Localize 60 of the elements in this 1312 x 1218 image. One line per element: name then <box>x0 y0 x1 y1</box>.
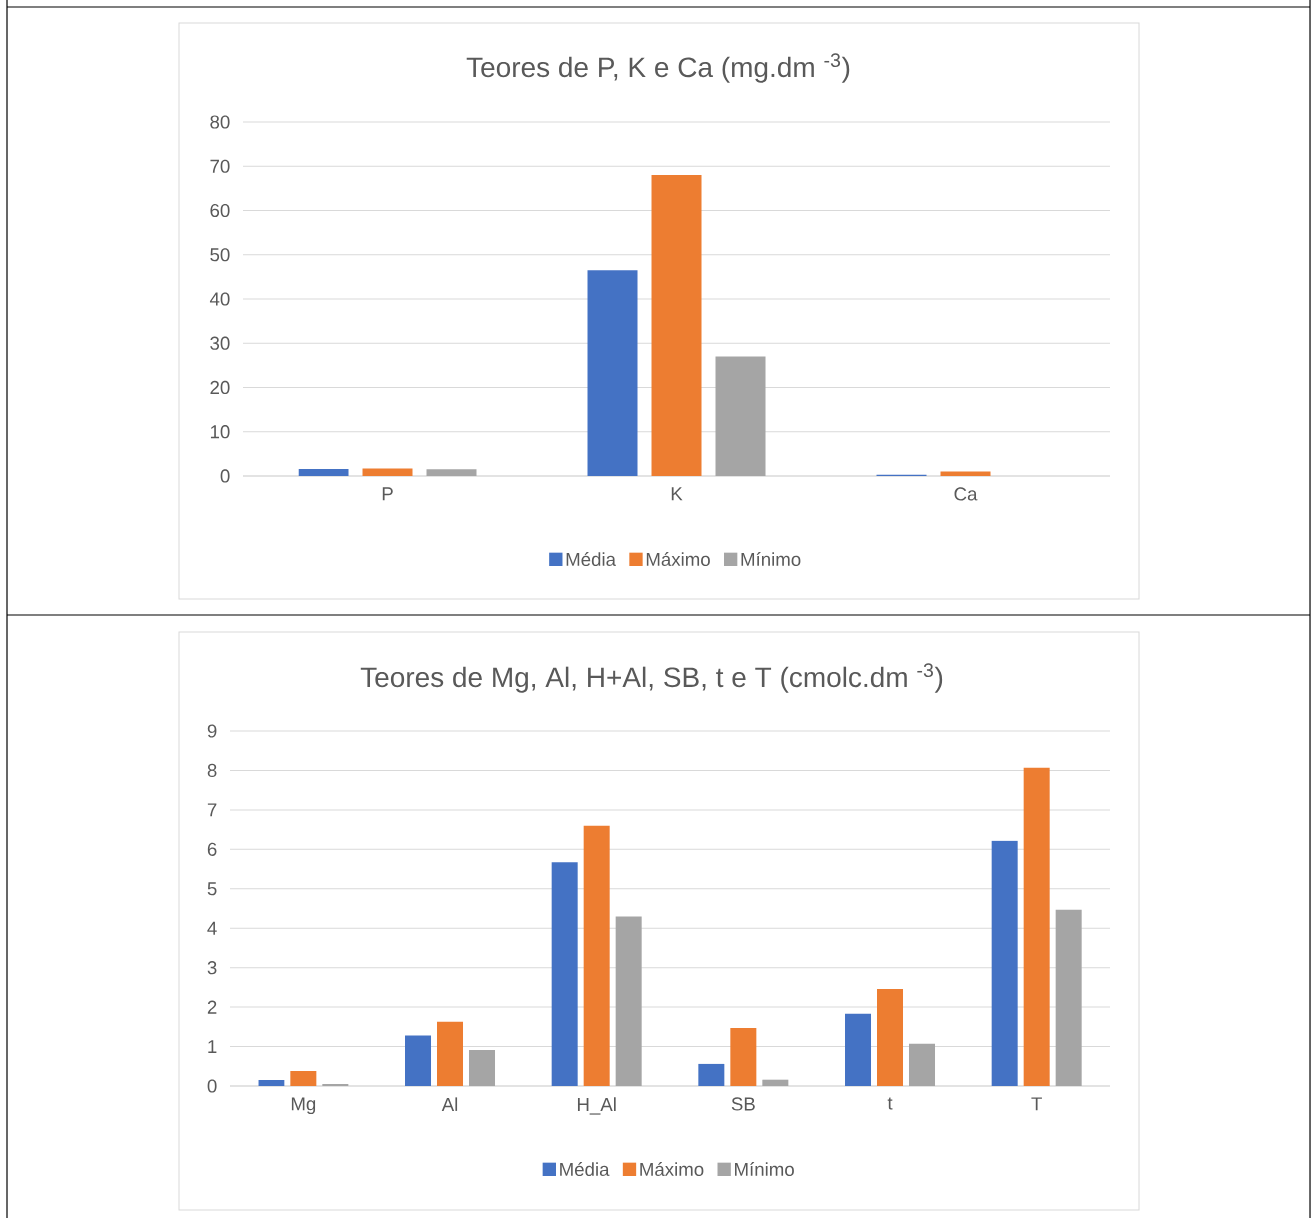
legend-label: Média <box>560 1162 610 1177</box>
bar <box>290 1071 317 1086</box>
y-tick-label: 5 <box>207 882 217 896</box>
y-tick-label: 1 <box>208 1040 217 1053</box>
x-tick-label: SB <box>731 1097 755 1111</box>
y-tick-label: 9 <box>207 724 217 738</box>
legend-label: Mínimo <box>735 1162 794 1177</box>
y-tick-label: 60 <box>210 203 230 218</box>
bar <box>698 1063 725 1086</box>
x-tick-label: t <box>887 1097 893 1110</box>
bar <box>715 356 766 476</box>
legend-label: Mínimo <box>741 552 801 567</box>
bar <box>298 468 349 476</box>
legend-label: Máximo <box>640 1162 704 1177</box>
bar <box>587 270 638 476</box>
y-tick-label: 70 <box>210 159 230 173</box>
bar <box>940 471 991 476</box>
bar <box>362 468 413 476</box>
x-tick-label: Ca <box>954 487 978 501</box>
x-tick-label: T <box>1031 1097 1042 1111</box>
bar <box>551 862 578 1086</box>
y-tick-label: 7 <box>207 803 217 817</box>
y-tick-label: 2 <box>207 1000 217 1014</box>
bar <box>615 916 642 1086</box>
bar <box>730 1028 757 1086</box>
x-tick-label: H_Al <box>577 1097 616 1115</box>
y-tick-label: 3 <box>207 961 217 975</box>
x-tick-label: P <box>382 487 393 501</box>
x-tick-label: K <box>671 487 683 501</box>
y-tick-label: 0 <box>207 1079 217 1093</box>
bar <box>258 1080 285 1086</box>
y-tick-label: 4 <box>207 921 217 935</box>
bar <box>651 175 702 476</box>
x-tick-label: Mg <box>291 1097 316 1115</box>
y-tick-label: 0 <box>220 469 230 483</box>
y-tick-label: 20 <box>210 380 230 395</box>
legend-label: Média <box>566 552 616 567</box>
y-tick-label: 30 <box>210 336 230 350</box>
bar <box>877 988 904 1086</box>
bar <box>909 1043 936 1086</box>
y-tick-label: 10 <box>210 425 230 439</box>
bar <box>1055 909 1082 1086</box>
bar <box>437 1021 464 1086</box>
y-tick-label: 50 <box>210 248 230 262</box>
chart-title: Teores de P, K e Ca (mg.dm $^{-3}$) <box>466 53 850 83</box>
bar <box>845 1013 872 1086</box>
bar <box>583 825 610 1086</box>
bar <box>762 1079 789 1086</box>
legend-label: Máximo <box>646 552 710 567</box>
y-tick-label: 8 <box>207 763 217 778</box>
bar <box>991 840 1018 1086</box>
bar <box>1023 767 1050 1086</box>
bar <box>469 1050 496 1086</box>
bar <box>426 469 477 476</box>
y-tick-label: 80 <box>210 115 230 129</box>
y-tick-label: 40 <box>209 292 230 306</box>
x-tick-label: Al <box>441 1097 458 1111</box>
bar <box>405 1035 432 1086</box>
y-tick-label: 6 <box>207 842 217 856</box>
chart-title: Teores de Mg, Al, H+Al, SB, t e T (cmolc.dm $^{-3}$) <box>360 663 943 693</box>
